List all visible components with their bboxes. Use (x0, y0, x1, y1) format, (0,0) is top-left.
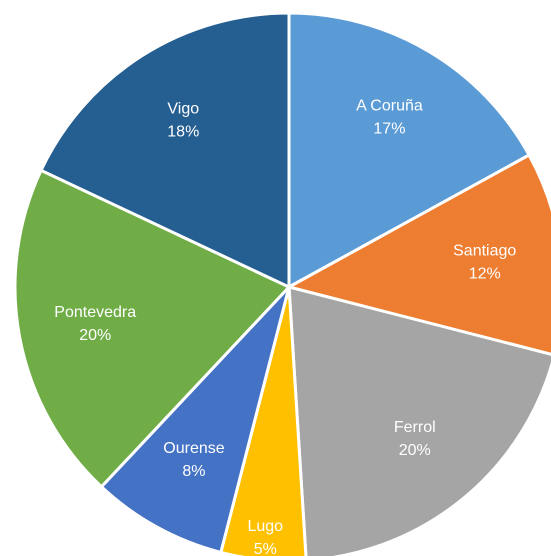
pie-slice (287, 285, 551, 556)
slice-label: Santiago (453, 242, 516, 259)
slice-label: Lugo (247, 518, 283, 535)
slice-value-label: 8% (182, 463, 205, 480)
pie-slice (39, 11, 291, 290)
slice-label: Vigo (167, 101, 199, 118)
slice-value-label: 20% (79, 327, 111, 344)
slice-label: Pontevedra (54, 304, 136, 321)
pie-slice (287, 11, 532, 290)
pie-slice (13, 168, 292, 489)
slice-value-label: 12% (469, 265, 501, 282)
slice-value-label: 5% (254, 541, 277, 556)
slice-value-label: 20% (399, 442, 431, 459)
slice-label: A Coruña (356, 97, 423, 114)
slice-value-label: 18% (167, 124, 199, 141)
pie-slice (99, 285, 291, 555)
slice-label: Ferrol (394, 419, 436, 436)
slice-label: Ourense (163, 440, 224, 457)
pie-slice (284, 152, 551, 356)
slice-value-label: 17% (373, 120, 405, 137)
